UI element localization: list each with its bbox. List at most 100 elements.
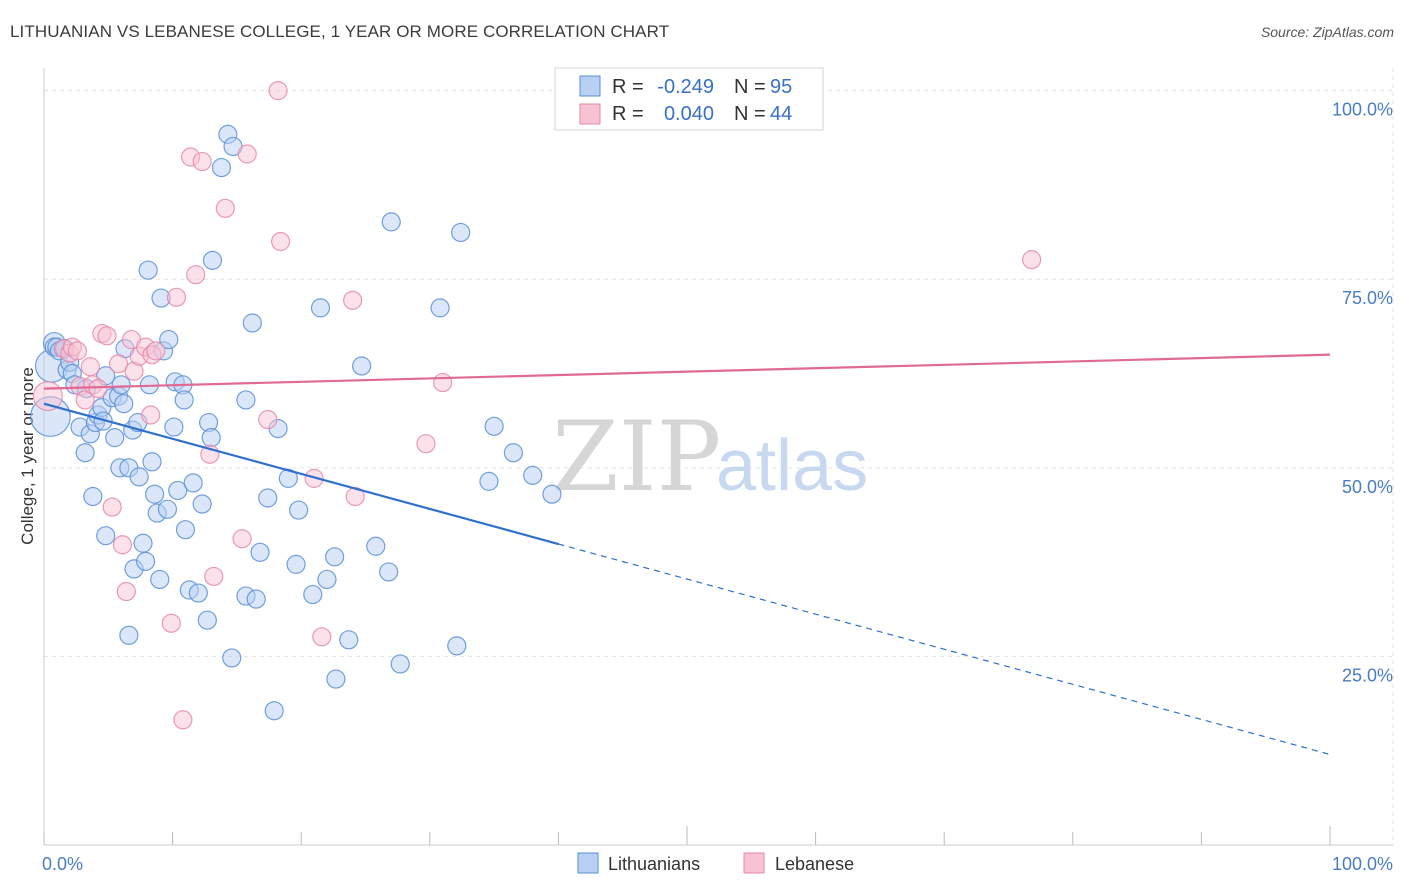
lithuanians-point-26: [111, 375, 131, 395]
lebanese-point-20: [141, 405, 161, 425]
lithuanians-point-30: [119, 625, 139, 645]
x-tick-label-max: 100.0%: [1332, 854, 1393, 874]
lithuanians-point-39: [142, 452, 162, 472]
lithuanians-point-57: [197, 610, 217, 630]
lebanese-point-12: [102, 497, 122, 517]
lithuanians-trend-solid: [43, 402, 559, 546]
lebanese-point-43: [1022, 250, 1042, 270]
source-label: Source: ZipAtlas.com: [1260, 24, 1394, 40]
lithuanians-point-86: [390, 654, 410, 674]
lebanese-point-34: [258, 409, 278, 430]
legend-n-value-lebanese: 44: [770, 103, 792, 125]
lithuanians-point-52: [175, 520, 196, 540]
lithuanians-point-54: [183, 473, 203, 493]
lithuanians-point-35: [133, 533, 153, 553]
lithuanians-point-89: [451, 222, 471, 243]
lithuanians-point-63: [222, 648, 242, 668]
watermark-atlas: atlas: [716, 426, 868, 506]
lithuanians-point-61: [211, 157, 232, 178]
lithuanians-point-46: [159, 329, 179, 350]
lebanese-point-4: [67, 341, 88, 361]
lithuanians-point-93: [523, 465, 543, 485]
lebanese-point-42: [433, 372, 453, 393]
bottom-legend-swatch-lithuanians: [577, 852, 599, 874]
legend-r-value-lithuanians: -0.249: [657, 76, 714, 98]
bottom-legend-label-lebanese: Lebanese: [775, 854, 854, 874]
lithuanians-point-75: [289, 500, 309, 520]
lebanese-point-37: [312, 627, 332, 647]
x-tick-label-min: 0.0%: [42, 854, 83, 874]
lithuanians-point-42: [150, 569, 170, 590]
top-legend: R = -0.249 N = 95 R = 0.040 N = 44: [554, 67, 824, 131]
lebanese-point-14: [112, 535, 133, 555]
lithuanians-point-67: [242, 313, 262, 333]
lithuanians-point-36: [135, 551, 156, 571]
lithuanians-point-59: [201, 428, 221, 448]
lebanese-point-0: [32, 381, 63, 412]
bottom-legend-label-lithuanians: Lithuanians: [608, 854, 700, 874]
legend-swatch-lithuanians: [579, 75, 601, 97]
lebanese-point-13: [108, 354, 129, 374]
lebanese-point-25: [173, 710, 193, 730]
lithuanians-point-45: [157, 499, 178, 519]
lebanese-point-22: [146, 341, 166, 361]
lithuanians-point-82: [352, 356, 372, 376]
lithuanians-point-51: [174, 390, 194, 410]
legend-swatch-lebanese: [579, 103, 601, 125]
axes: [43, 68, 1393, 846]
lithuanians-point-37: [138, 260, 158, 280]
lebanese-point-27: [186, 265, 206, 285]
lithuanians-point-87: [430, 298, 450, 318]
lithuanians-point-55: [188, 583, 208, 603]
lebanese-point-23: [161, 613, 181, 633]
lebanese-point-32: [232, 529, 252, 549]
lebanese-points: [32, 81, 1042, 730]
lebanese-point-41: [416, 434, 436, 454]
lithuanians-point-15: [83, 486, 103, 507]
lebanese-point-7: [80, 357, 100, 377]
watermark-zip: ZIP: [552, 401, 721, 513]
lithuanians-point-40: [144, 484, 165, 504]
lithuanians-point-23: [105, 428, 125, 448]
lithuanians-point-49: [168, 480, 188, 501]
lithuanians-point-94: [542, 484, 562, 504]
lithuanians-point-91: [484, 416, 504, 436]
lithuanians-point-74: [286, 554, 306, 574]
lebanese-point-30: [204, 566, 224, 587]
lithuanians-point-70: [258, 488, 278, 508]
lithuanians-point-19: [93, 411, 113, 431]
lebanese-point-36: [268, 81, 288, 101]
lithuanians-point-90: [479, 471, 499, 491]
lithuanians-point-81: [339, 630, 359, 650]
lithuanians-point-92: [503, 443, 523, 463]
lithuanians-point-66: [236, 390, 256, 410]
y-tick-labels: 25.0% 50.0% 75.0% 100.0%: [1332, 100, 1393, 686]
chart-title: LITHUANIAN VS LEBANESE COLLEGE, 1 YEAR O…: [10, 22, 670, 41]
lebanese-point-31: [215, 198, 235, 218]
lithuanians-point-76: [303, 584, 323, 605]
lebanese-point-11: [97, 326, 117, 346]
lithuanians-point-34: [129, 467, 149, 487]
lithuanians-point-85: [381, 212, 401, 232]
lithuanians-point-84: [379, 562, 399, 582]
y-tick-label-50: 50.0%: [1342, 477, 1393, 497]
x-ticks: [43, 826, 1331, 845]
lithuanians-point-88: [447, 636, 467, 656]
lebanese-point-28: [192, 151, 212, 172]
lebanese-point-9: [88, 379, 108, 399]
lebanese-point-6: [75, 390, 95, 410]
legend-n-value-lithuanians: 95: [770, 76, 792, 98]
bottom-legend: Lithuanians Lebanese: [577, 852, 854, 874]
lithuanians-point-80: [325, 547, 345, 567]
lithuanians-point-56: [192, 494, 212, 514]
y-tick-label-100: 100.0%: [1332, 100, 1393, 120]
lithuanians-point-69: [250, 542, 270, 562]
legend-n-label-lithuanians: N =: [734, 76, 771, 98]
lithuanians-trend-dashed: [558, 543, 1331, 756]
legend-r-label-lithuanians: R =: [612, 76, 649, 98]
legend-r-value-lebanese: 0.040: [664, 103, 714, 125]
lebanese-trend: [43, 353, 1331, 390]
lebanese-point-24: [166, 287, 187, 307]
legend-r-label-lebanese: R =: [612, 103, 649, 125]
